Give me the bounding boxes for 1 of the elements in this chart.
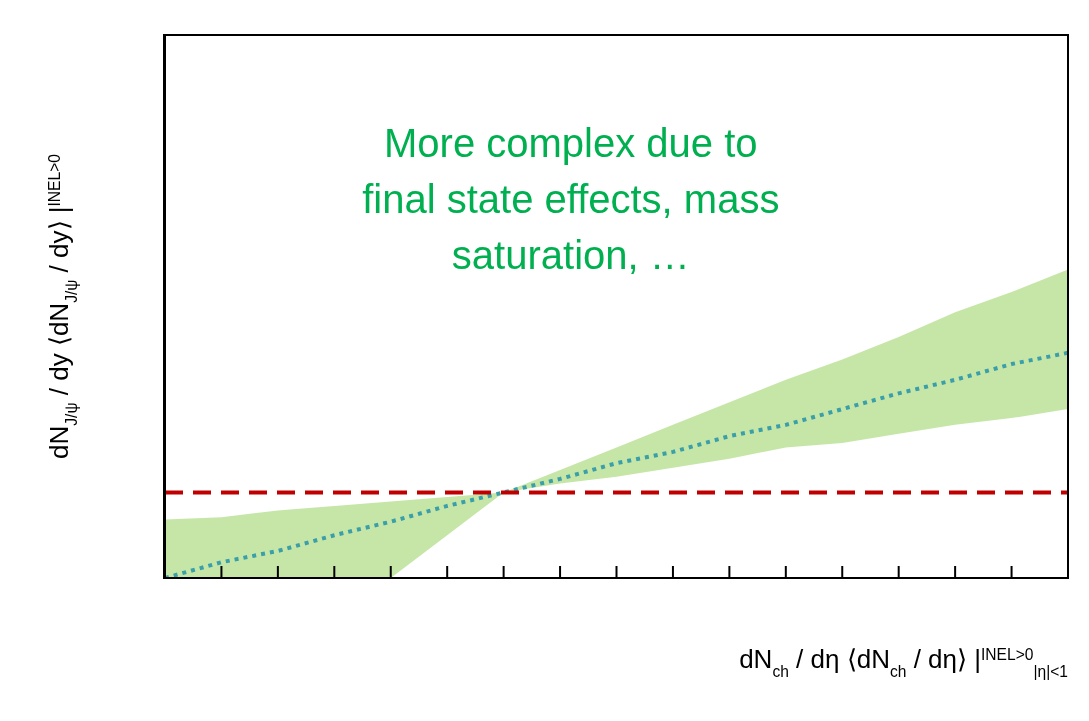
text: More complex due to final state effects, mass saturation, … (361, 120, 781, 279)
